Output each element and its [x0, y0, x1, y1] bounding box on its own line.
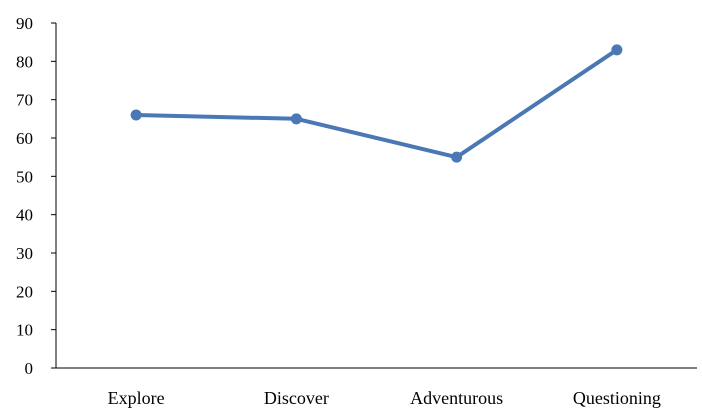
data-point-discover — [290, 113, 302, 125]
y-tick-label: 70 — [16, 91, 33, 110]
y-tick-label: 10 — [16, 321, 33, 340]
x-category-label: Discover — [264, 388, 329, 408]
x-axis: Explore Discover Adventurous Questioning — [56, 367, 697, 408]
y-axis: 0 10 20 30 40 50 60 70 80 90 — [16, 14, 57, 378]
y-tick-label: 40 — [16, 206, 33, 225]
y-tick-label: 80 — [16, 52, 33, 71]
x-category-label: Explore — [108, 388, 165, 408]
series-group — [130, 44, 623, 163]
y-tick-label: 60 — [16, 129, 33, 148]
data-point-explore — [130, 109, 142, 121]
series-line — [134, 47, 619, 160]
y-tick-label: 50 — [16, 167, 33, 186]
x-category-label: Questioning — [573, 388, 661, 408]
y-tick-label: 90 — [16, 14, 33, 33]
y-tick-label: 0 — [25, 359, 34, 378]
y-tick-label: 20 — [16, 282, 33, 301]
y-tick-label: 30 — [16, 244, 33, 263]
x-category-label: Adventurous — [410, 388, 503, 408]
data-point-adventurous — [451, 151, 463, 163]
data-point-questioning — [611, 44, 623, 56]
